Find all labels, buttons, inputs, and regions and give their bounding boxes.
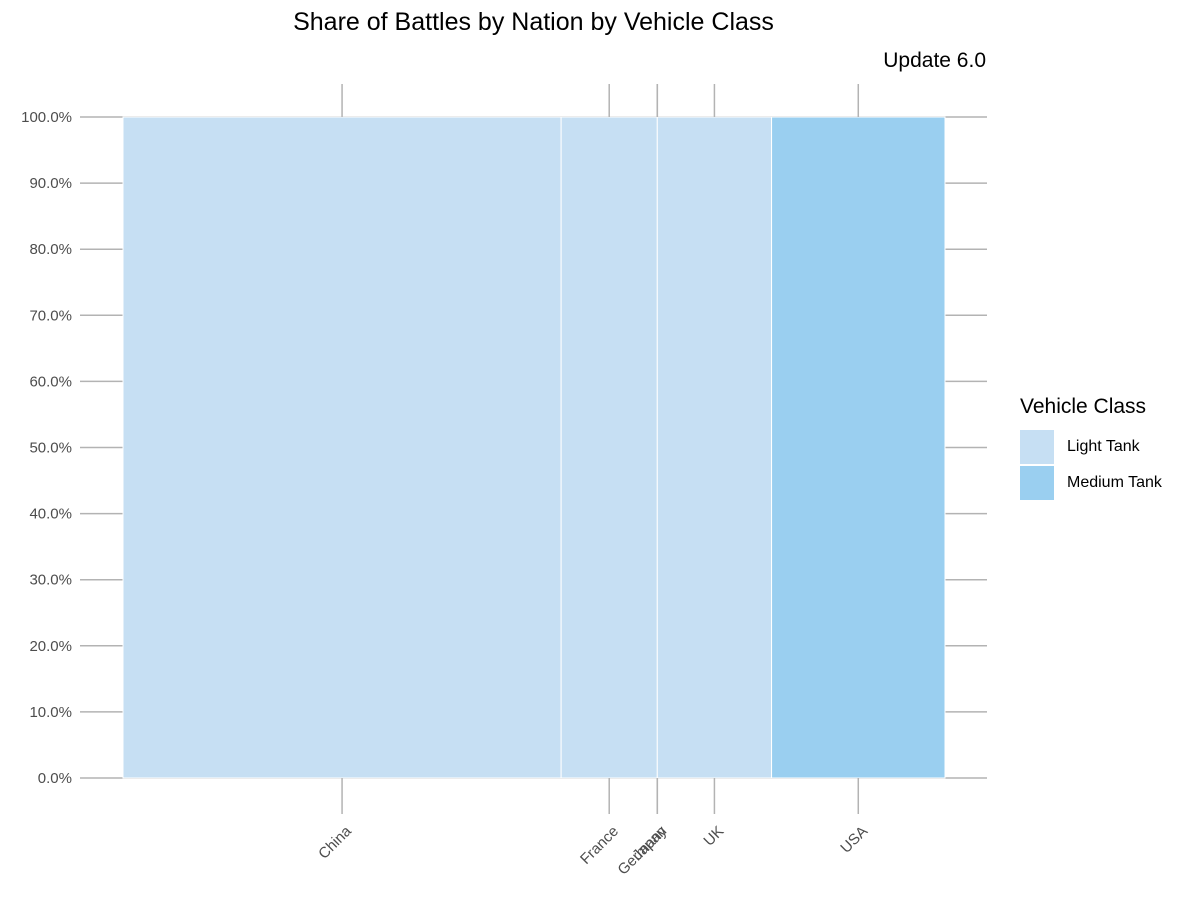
legend-label-light-tank: Light Tank: [1067, 438, 1140, 455]
bar-uk-light-tank: [656, 116, 773, 779]
bar-china-light-tank: [122, 116, 562, 779]
legend-label-medium-tank: Medium Tank: [1067, 474, 1162, 491]
x-tick-label: Japan: [629, 823, 670, 864]
bar-france-light-tank: [560, 116, 658, 779]
x-tick-label: China: [315, 822, 355, 862]
y-tick-label: 70.0%: [29, 307, 72, 324]
x-tick-label: France: [577, 823, 622, 868]
y-tick-label: 30.0%: [29, 572, 72, 589]
y-tick-label: 90.0%: [29, 175, 72, 192]
y-tick-label: 0.0%: [38, 770, 72, 787]
legend-item-light-tank: Light Tank: [1020, 429, 1162, 465]
legend: Vehicle Class Light Tank Medium Tank: [1020, 395, 1162, 501]
y-tick-label: 60.0%: [29, 373, 72, 390]
y-tick-label: 20.0%: [29, 638, 72, 655]
x-tick-label: UK: [700, 823, 727, 850]
legend-title: Vehicle Class: [1020, 395, 1147, 418]
y-tick-label: 40.0%: [29, 506, 72, 523]
legend-item-medium-tank: Medium Tank: [1020, 465, 1162, 501]
y-tick-label: 50.0%: [29, 440, 72, 457]
legend-key-medium-tank: [1020, 466, 1054, 500]
y-tick-label: 10.0%: [29, 704, 72, 721]
chart-title: Share of Battles by Nation by Vehicle Cl…: [293, 8, 774, 36]
bar-usa-medium-tank: [771, 116, 946, 779]
x-tick-label: USA: [837, 823, 871, 857]
y-tick-label: 80.0%: [29, 241, 72, 258]
chart-subtitle: Update 6.0: [883, 49, 986, 72]
legend-key-light-tank: [1020, 430, 1054, 464]
y-tick-label: 100.0%: [21, 109, 72, 126]
